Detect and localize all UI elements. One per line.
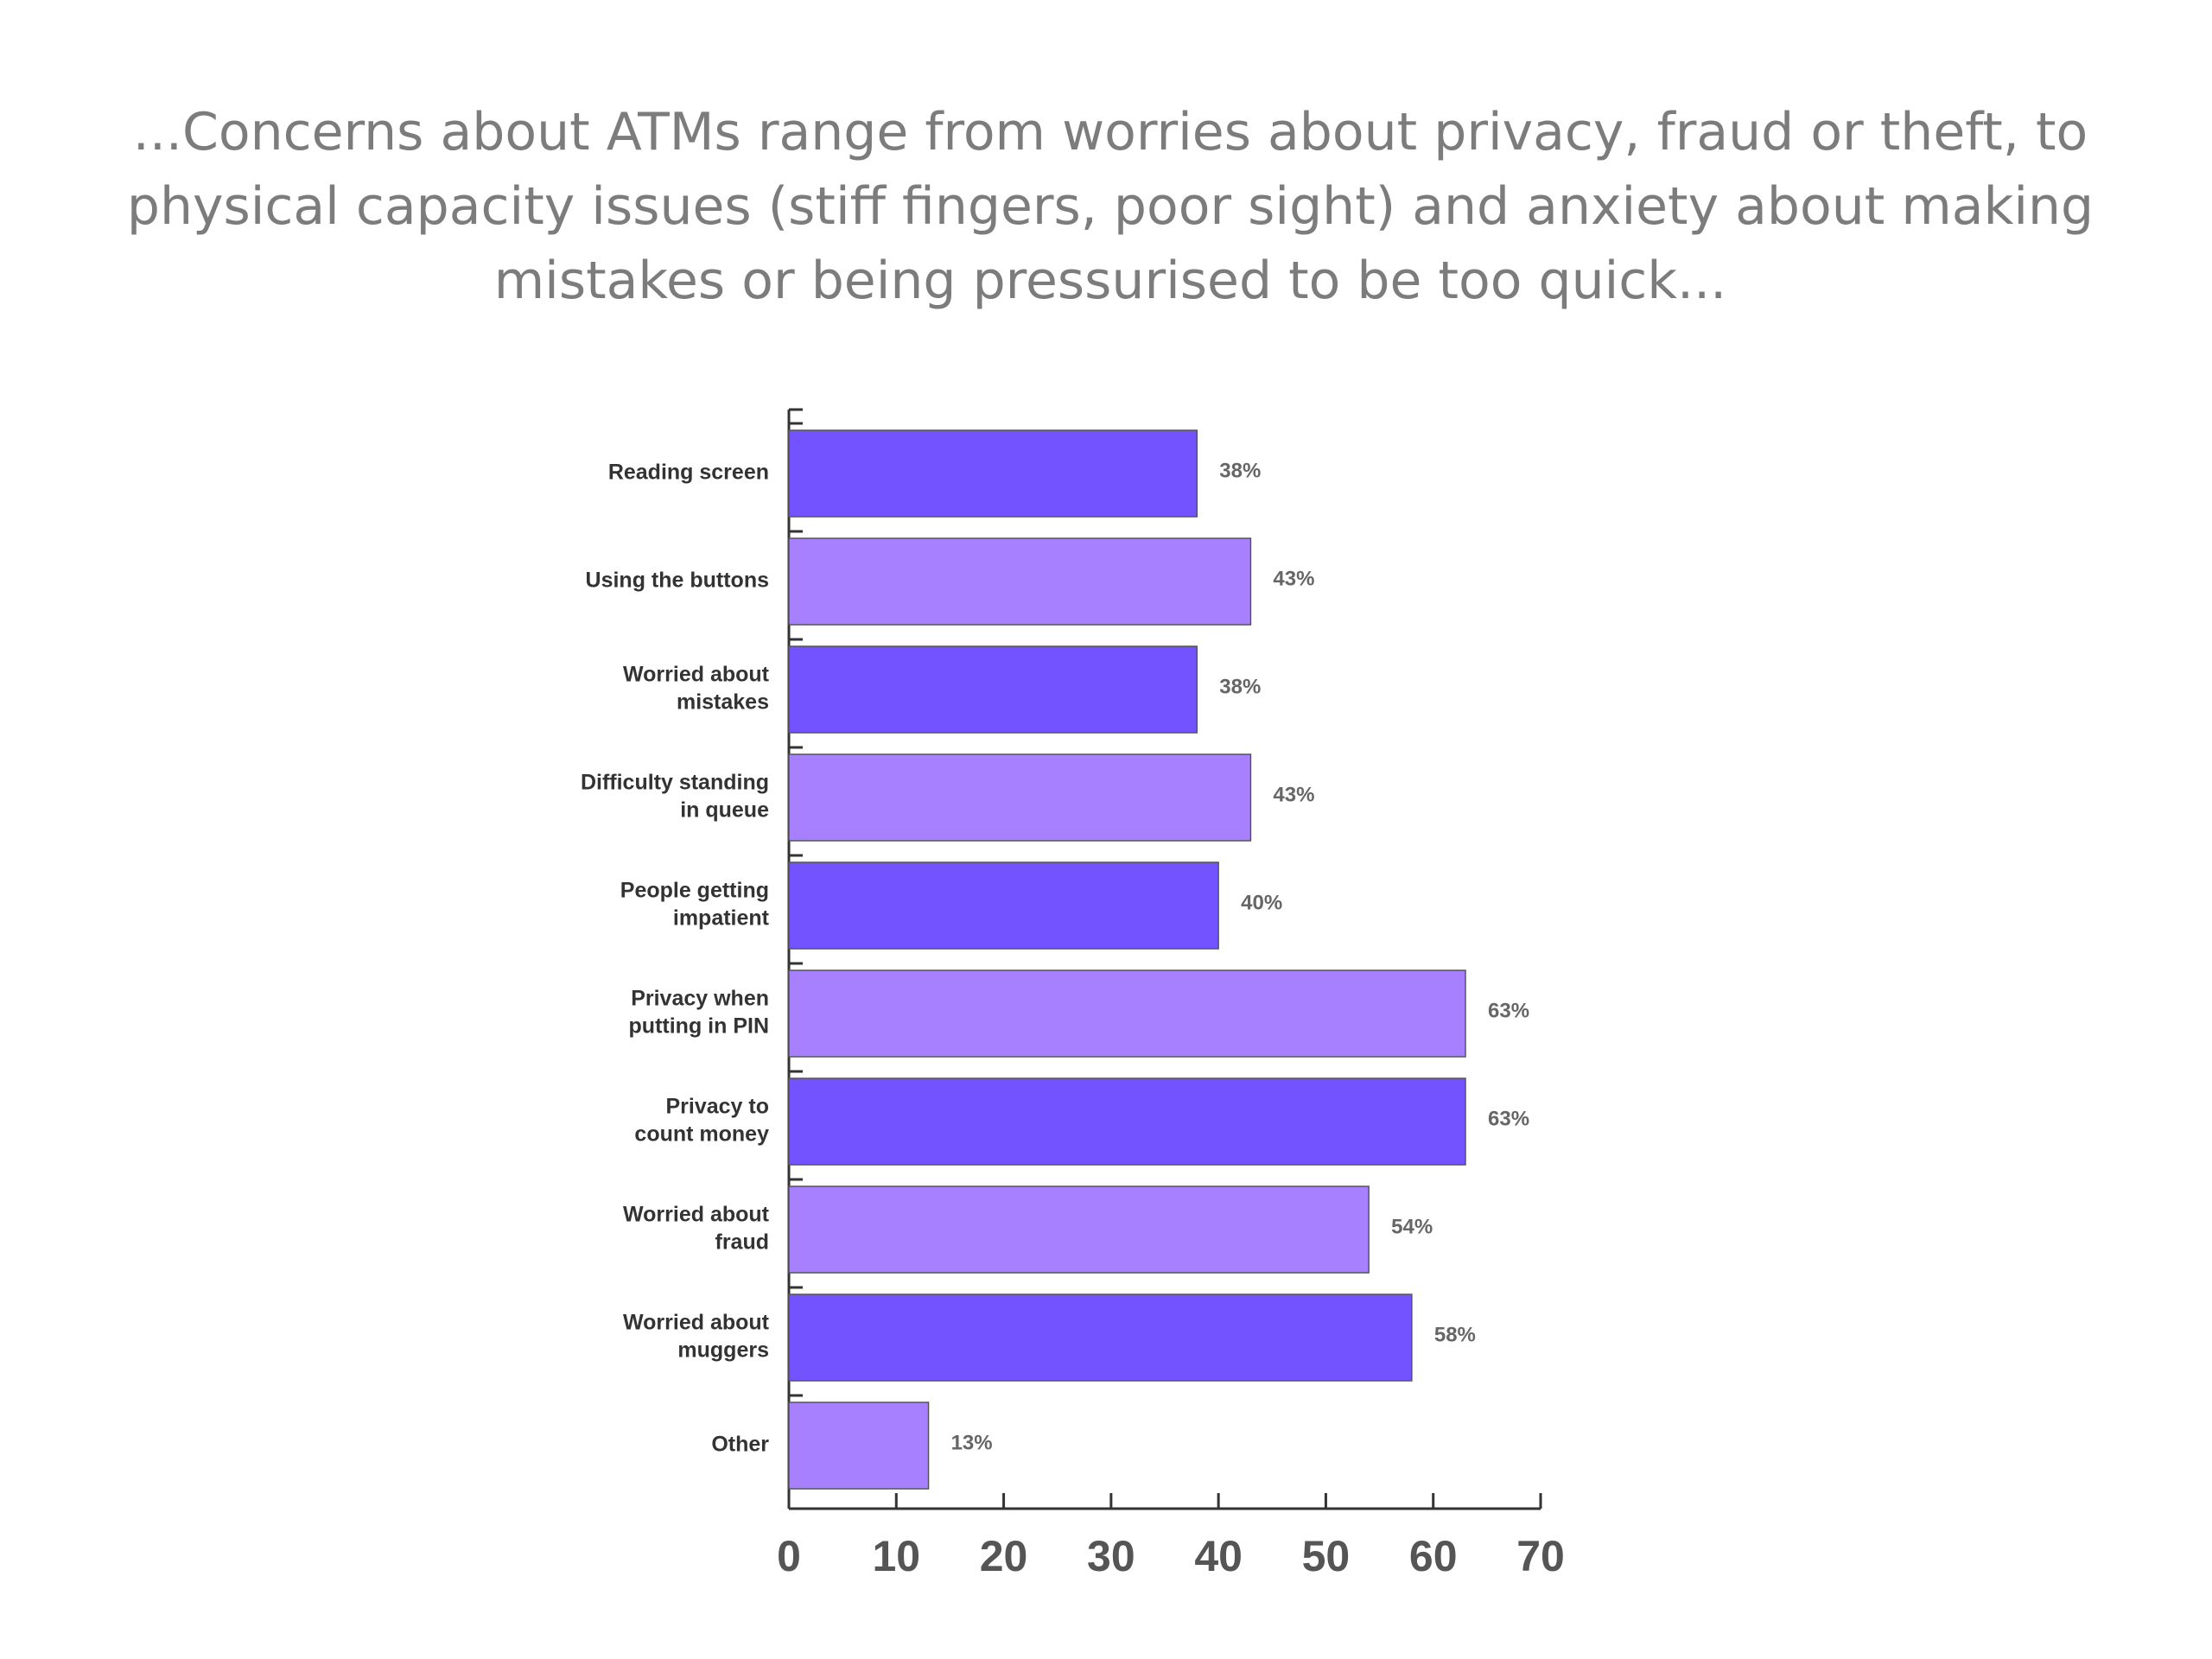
category-label: Difficulty standing [581,771,769,795]
category-label: Using the buttons [586,569,769,593]
category-label: Worried about [623,1311,770,1335]
bar [788,645,1198,734]
x-tick-label: 50 [1302,1532,1351,1580]
x-tick-label: 60 [1409,1532,1458,1580]
bar [788,861,1219,950]
value-label: 38% [1219,675,1261,698]
x-tick-label: 40 [1194,1532,1243,1580]
value-label: 43% [1273,567,1314,590]
value-label: 13% [951,1431,993,1454]
category-label: Privacy to [665,1095,769,1119]
value-label: 63% [1488,999,1529,1022]
bar [788,429,1198,518]
category-label: Reading screen [608,461,769,485]
slide-title: ...Concerns about ATMs range from worrie… [126,102,2094,311]
value-label: 58% [1434,1323,1476,1346]
value-label: 43% [1273,783,1314,806]
x-tick-label: 70 [1516,1532,1565,1580]
category-label: Worried about [623,1203,770,1227]
bar [788,969,1466,1058]
category-label: Worried about [623,663,770,687]
category-label: Other [711,1433,769,1457]
value-label: 38% [1219,459,1261,482]
value-label: 54% [1391,1215,1433,1238]
category-label: fraud [715,1230,770,1255]
bar [788,1077,1466,1166]
x-tick-label: 10 [872,1532,920,1580]
bar [788,537,1252,626]
category-label: Privacy when [631,987,769,1011]
x-tick-label: 30 [1087,1532,1135,1580]
bar [788,1294,1413,1382]
category-label: muggers [677,1338,769,1363]
category-label: in queue [680,798,769,823]
x-tick-label: 0 [777,1532,801,1580]
bar [788,1402,930,1490]
category-label: count money [634,1122,769,1147]
category-label: People getting [620,879,769,903]
bar [788,753,1252,842]
category-label: impatient [673,906,770,931]
category-label: mistakes [677,690,769,715]
x-tick-label: 20 [980,1532,1028,1580]
value-label: 40% [1241,891,1282,914]
category-label: putting in PIN [629,1014,769,1039]
value-label: 63% [1488,1107,1529,1130]
bar [788,1185,1370,1274]
